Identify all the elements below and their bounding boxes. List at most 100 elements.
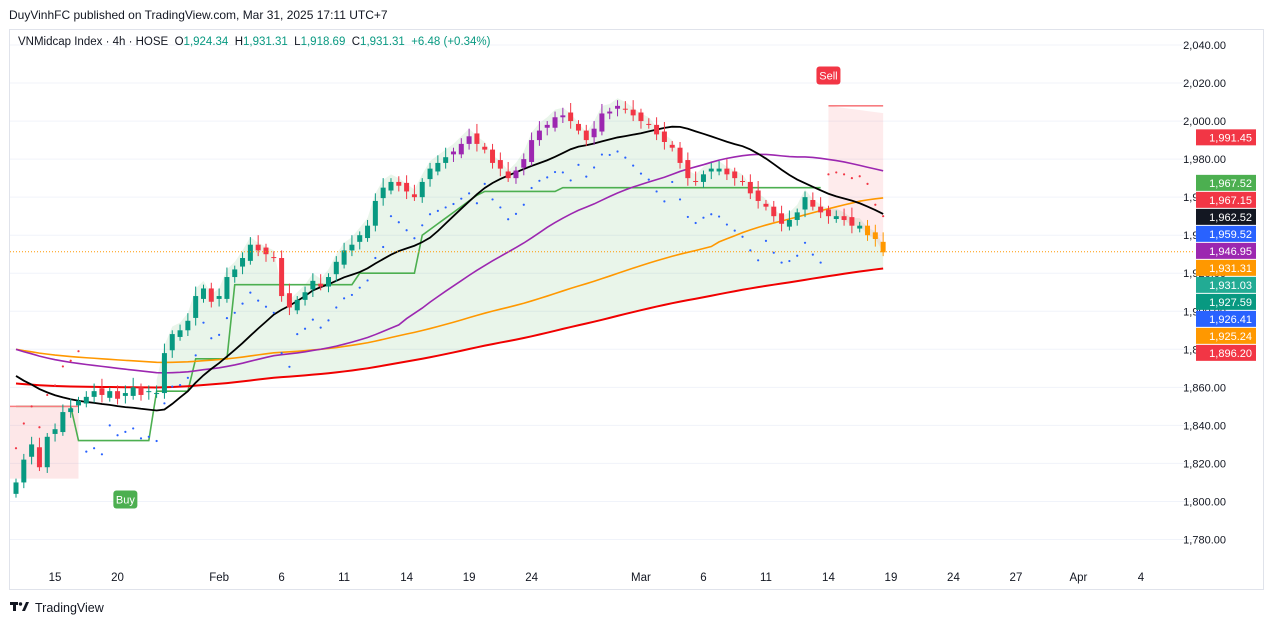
sar-dot <box>514 212 518 215</box>
sar-dot <box>796 254 799 257</box>
price-badge-text: 1,896.20 <box>1209 348 1252 360</box>
candle-body <box>458 143 464 155</box>
candle-body <box>357 235 363 242</box>
publisher-line: DuyVinhFC published on TradingView.com, … <box>9 8 388 22</box>
sar-dot <box>827 173 830 176</box>
sar-dot <box>327 319 330 322</box>
sell-signal-tag[interactable]: Sell <box>816 66 841 85</box>
candle-body <box>693 180 699 182</box>
candle-body <box>115 391 121 399</box>
candle-body <box>497 160 503 169</box>
open-label: O <box>174 36 184 48</box>
price-badge <box>1196 310 1256 327</box>
candle-body <box>802 197 808 210</box>
sar-dot <box>678 198 682 201</box>
supertrend-up-line <box>16 186 821 442</box>
sar-dot <box>717 215 721 218</box>
sar-dot <box>522 203 525 206</box>
sar-dot <box>116 434 119 437</box>
tradingview-brand[interactable]: TradingView <box>35 600 104 615</box>
price-badge <box>1196 344 1256 361</box>
sar-dot <box>405 229 408 232</box>
x-tick-label: 15 <box>49 572 62 584</box>
sar-dot <box>710 213 713 216</box>
candle-body <box>279 258 285 297</box>
candle-body <box>669 144 675 148</box>
candle-body <box>99 388 105 395</box>
footer: TradingView <box>10 600 104 615</box>
candle-body <box>521 159 527 168</box>
sar-dot <box>93 447 96 450</box>
candle-body <box>505 171 511 179</box>
sar-dot <box>592 166 596 169</box>
tradingview-logo-icon[interactable] <box>10 600 30 615</box>
low-value: 1,918.69 <box>300 36 346 48</box>
buy-signal-tag-text: Buy <box>116 494 135 506</box>
bear-zone-fill <box>828 105 884 253</box>
sar-dot <box>389 215 393 218</box>
candle-body <box>29 444 35 457</box>
sar-dot <box>178 383 182 387</box>
sar-dot <box>374 256 377 260</box>
ma100-line <box>15 197 884 364</box>
candle-body <box>677 147 683 163</box>
candle-body <box>700 174 706 182</box>
x-tick-label: 14 <box>822 572 835 584</box>
candle-body <box>341 250 347 265</box>
sell-signal-tag-box <box>816 66 841 85</box>
sar-dot <box>686 215 689 219</box>
sar-dot <box>280 352 283 355</box>
sar-dot <box>61 365 64 368</box>
sar-dot <box>171 385 174 388</box>
candle-body <box>466 136 472 144</box>
candle-body <box>825 209 831 217</box>
candle-body <box>255 244 261 251</box>
candle-body <box>646 123 652 125</box>
candle-body <box>849 217 855 226</box>
x-tick-label: 24 <box>947 572 960 584</box>
sar-dot <box>530 186 533 190</box>
sar-dot <box>202 321 205 324</box>
x-tick-label: 24 <box>525 572 538 584</box>
price-badge-text: 1,925.24 <box>1209 331 1252 343</box>
ma200-line <box>15 267 884 389</box>
candle-body <box>419 181 425 198</box>
sar-dot <box>475 202 479 205</box>
sar-dot <box>139 437 143 440</box>
sar-dot <box>296 332 299 336</box>
sar-dot <box>788 259 791 263</box>
price-badge <box>1196 191 1256 208</box>
candle-body <box>91 391 97 397</box>
x-tick-label: 14 <box>400 572 413 584</box>
candle-body <box>302 292 308 300</box>
sar-dot <box>624 156 627 159</box>
candle-body <box>513 170 519 179</box>
candle-body <box>622 108 628 110</box>
candle-body <box>841 216 847 220</box>
sar-dot <box>350 293 354 297</box>
sar-dot <box>702 216 705 219</box>
sar-dot <box>319 326 322 329</box>
x-tick-label: 6 <box>700 572 706 584</box>
sar-dot <box>108 424 111 427</box>
sar-dot <box>639 172 643 175</box>
buy-signal-tag[interactable]: Buy <box>113 490 138 509</box>
sar-dot <box>647 178 650 181</box>
candle-body <box>427 168 433 180</box>
candle-body <box>154 393 160 395</box>
sar-dot <box>163 402 166 405</box>
x-tick-label: Feb <box>209 572 229 584</box>
candle-body <box>349 244 355 251</box>
sar-dot <box>194 354 197 357</box>
symbol-label: VNMidcap Index · 4h · HOSE <box>18 36 169 48</box>
candle-body <box>786 219 792 227</box>
candle-body <box>107 391 113 398</box>
x-tick-label: 27 <box>1010 572 1023 584</box>
candle-body <box>544 124 550 128</box>
candle-body <box>271 257 277 259</box>
candle-body <box>443 157 449 163</box>
candle-body <box>388 181 394 191</box>
candle-body <box>60 412 66 433</box>
price-badge <box>1196 208 1256 225</box>
